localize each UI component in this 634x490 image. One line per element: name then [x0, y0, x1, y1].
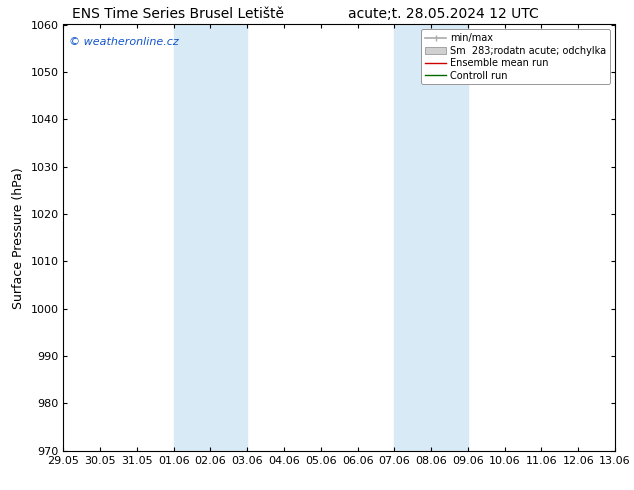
Y-axis label: Surface Pressure (hPa): Surface Pressure (hPa)	[12, 167, 25, 309]
Text: ENS Time Series Brusel Letiště: ENS Time Series Brusel Letiště	[72, 7, 283, 22]
Text: © weatheronline.cz: © weatheronline.cz	[69, 37, 179, 48]
Bar	[394, 24, 468, 451]
Legend: min/max, Sm  283;rodatn acute; odchylka, Ensemble mean run, Controll run: min/max, Sm 283;rodatn acute; odchylka, …	[421, 29, 610, 84]
Text: acute;t. 28.05.2024 12 UTC: acute;t. 28.05.2024 12 UTC	[349, 7, 539, 22]
Bar	[174, 24, 247, 451]
